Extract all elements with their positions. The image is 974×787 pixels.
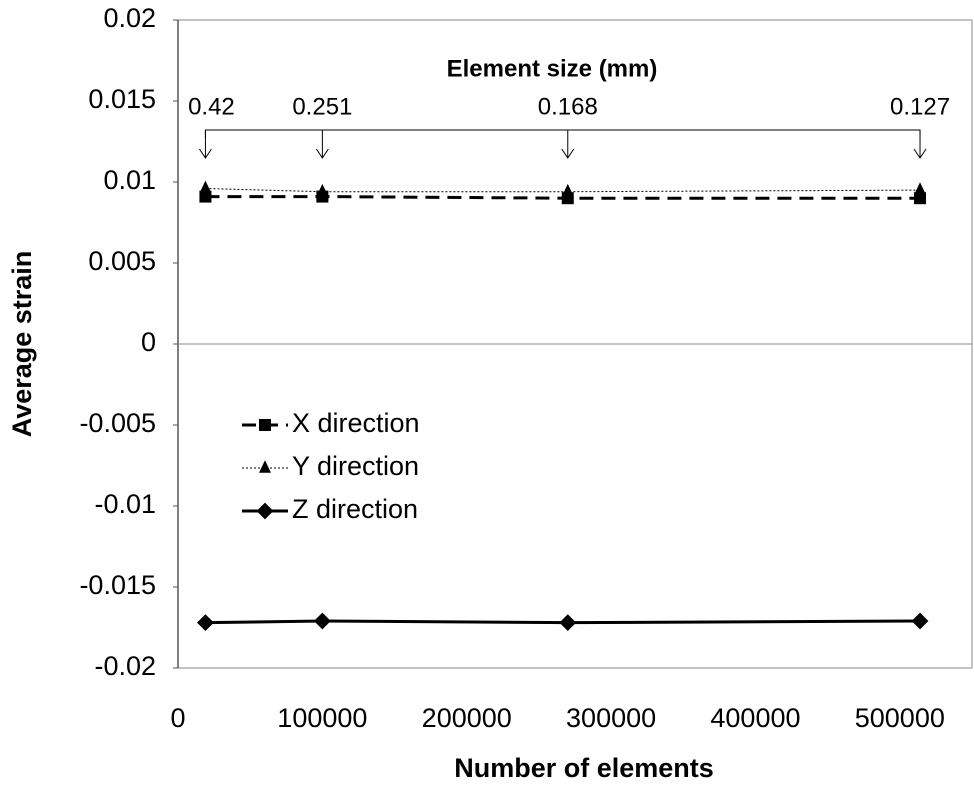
marker-diamond [313, 612, 331, 630]
annotation-arrowhead [199, 148, 212, 159]
marker-diamond [559, 614, 577, 632]
x-tick-label: 100000 [277, 703, 367, 733]
marker-triangle [561, 183, 574, 197]
annotation-label: 0.168 [538, 93, 598, 120]
x-axis-title: Number of elements [454, 753, 714, 783]
marker-triangle [914, 182, 927, 195]
y-tick-label: 0.01 [103, 165, 156, 195]
marker-square [914, 192, 927, 205]
legend-label: X direction [292, 408, 420, 438]
y-tick-label: -0.015 [79, 570, 156, 600]
y-tick-label: 0.015 [88, 84, 156, 114]
x-tick-label: 200000 [422, 703, 512, 733]
y-axis-title: Average strain [7, 251, 37, 438]
annotation-label: 0.251 [292, 93, 352, 120]
annotation-label: 0.127 [890, 93, 950, 120]
x-tick-label: 0 [170, 703, 185, 733]
marker-triangle [199, 180, 212, 194]
legend-marker [259, 460, 271, 473]
y-tick-label: 0.02 [103, 3, 156, 33]
x-tick-label: 400000 [710, 703, 800, 733]
y-tick-label: -0.02 [94, 651, 156, 681]
series-line [205, 187, 921, 193]
series-line [205, 195, 921, 200]
legend-marker [259, 419, 271, 431]
marker-square [199, 190, 212, 203]
x-tick-label: 500000 [855, 703, 945, 733]
y-tick-label: -0.01 [94, 489, 156, 519]
x-tick-label: 300000 [566, 703, 656, 733]
annotation-arrowhead [913, 148, 927, 159]
marker-diamond [911, 612, 929, 630]
annotation-arrowhead [315, 148, 329, 159]
annotation-arrowhead [561, 148, 575, 159]
annotation-bracket [204, 129, 921, 138]
y-tick-label: -0.005 [79, 408, 156, 438]
marker-diamond [197, 614, 214, 632]
legend-label: Z direction [292, 494, 418, 524]
legend-marker [256, 502, 274, 520]
marker-triangle [316, 183, 329, 197]
series-line [205, 619, 921, 625]
y-tick-label: 0.005 [88, 246, 156, 276]
annotation-label: 0.42 [188, 93, 235, 120]
y-tick-label: 0 [141, 327, 156, 357]
legend-label: Y direction [292, 451, 419, 481]
annotation-title: Element size (mm) [447, 55, 658, 82]
